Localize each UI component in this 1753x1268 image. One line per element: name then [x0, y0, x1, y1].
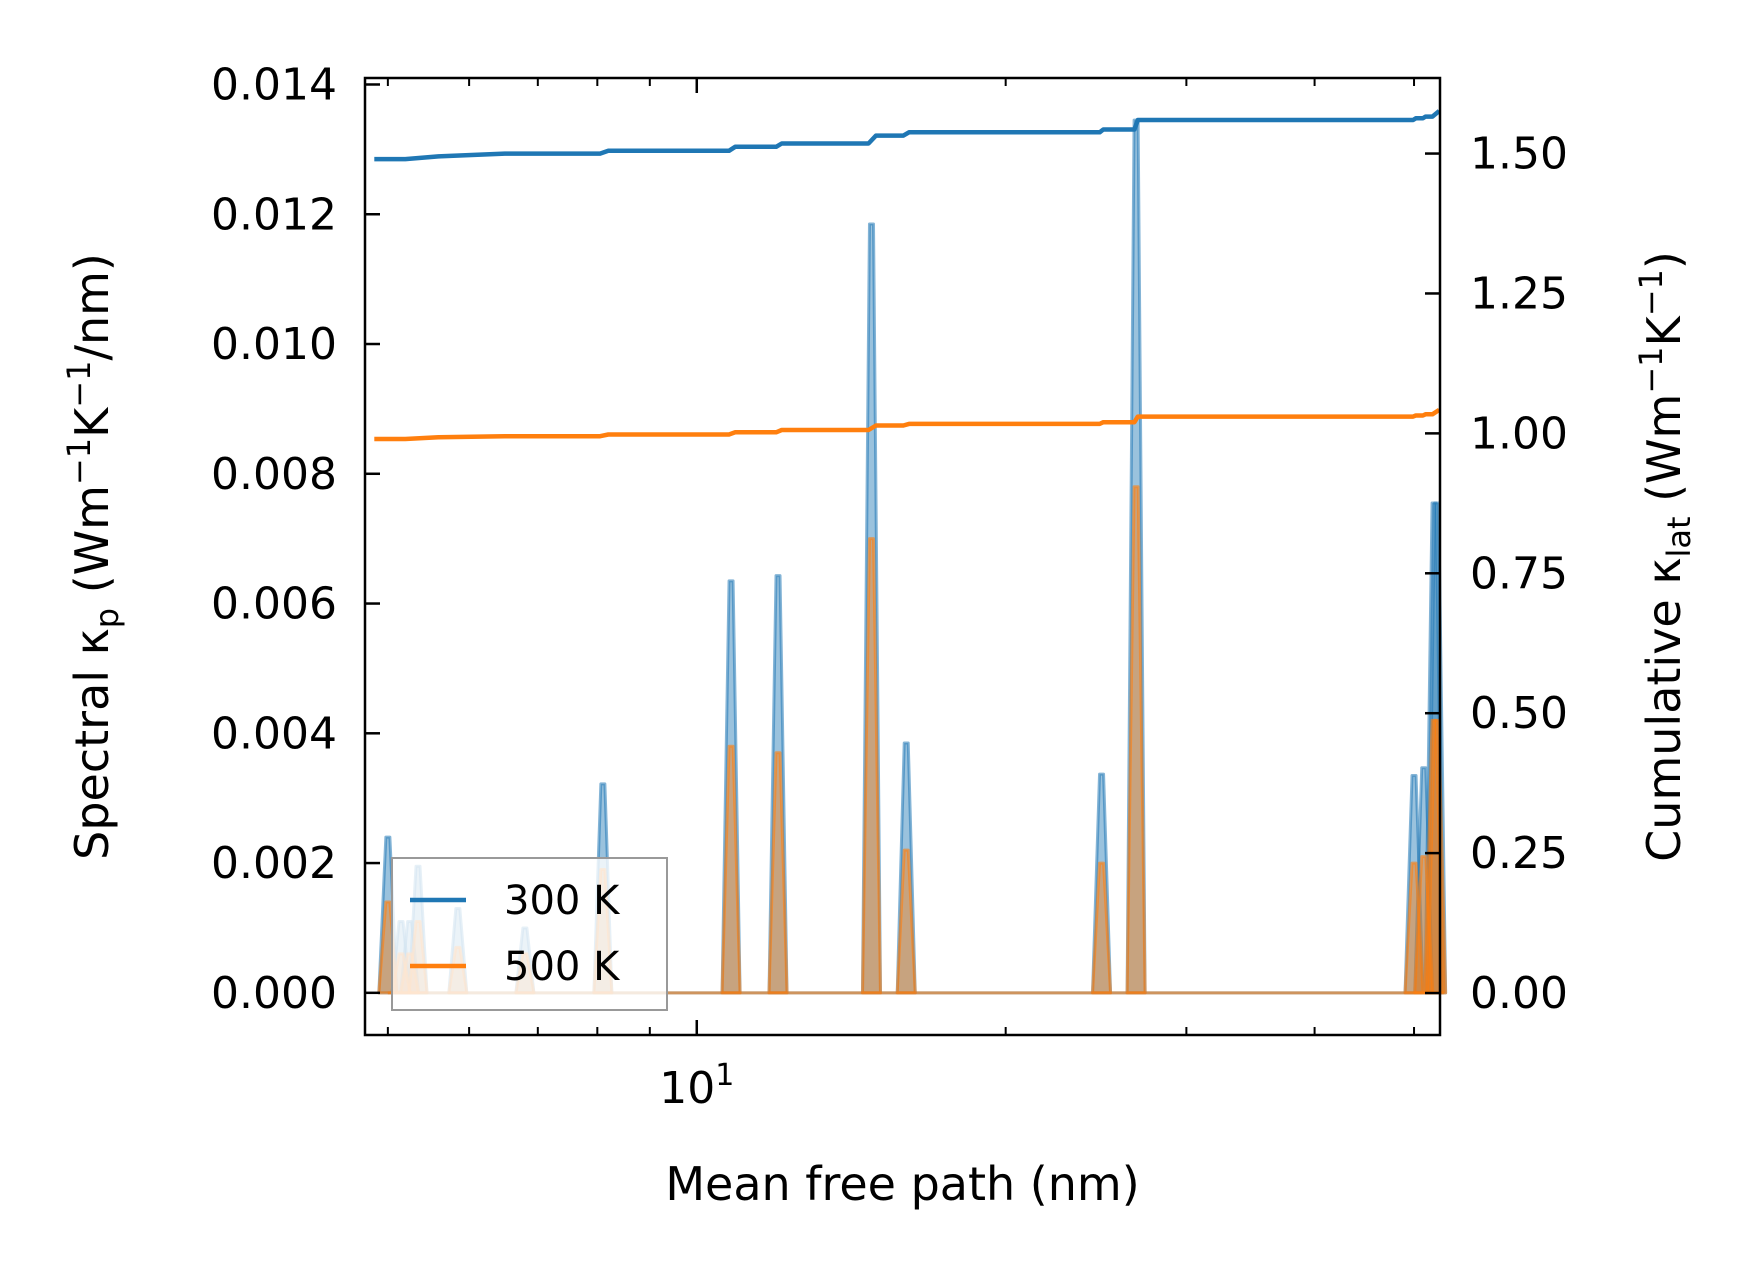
left-tick-label-6: 0.012	[211, 189, 337, 240]
right-tick-label-4: 1.00	[1470, 408, 1568, 459]
right-tick-label-5: 1.25	[1470, 268, 1568, 319]
axis-ticks-group	[365, 78, 1440, 1035]
right-tick-label-0: 0.00	[1470, 968, 1568, 1019]
x-tick-label-0: 101	[659, 1058, 734, 1114]
axis-titles-group: Mean free path (nm) Spectral κp (Wm−1K−1/…	[60, 251, 1698, 1211]
left-tick-label-0: 0.000	[211, 968, 337, 1019]
left-tick-label-4: 0.008	[211, 449, 337, 500]
cumulative-line-500k	[374, 408, 1441, 442]
tick-labels-group: 0.000 0.002 0.004 0.006 0.008 0.010 0.012 0.014…	[211, 59, 1568, 1114]
right-axis-title: Cumulative κlat (Wm−1K−1)	[1632, 251, 1698, 862]
legend-box	[391, 857, 668, 1011]
left-tick-label-7: 0.014	[211, 59, 337, 110]
plot-frame	[363, 76, 1442, 1037]
left-tick-label-1: 0.002	[211, 838, 337, 889]
right-tick-label-3: 0.75	[1470, 548, 1568, 599]
left-tick-label-5: 0.010	[211, 319, 337, 370]
left-tick-label-3: 0.006	[211, 579, 337, 630]
cumulative-lines-group	[374, 109, 1441, 442]
legend: 300 K 500 K	[391, 857, 668, 1011]
right-tick-label-2: 0.50	[1470, 688, 1568, 739]
x-axis-title: Mean free path (nm)	[665, 1157, 1139, 1211]
right-tick-label-1: 0.25	[1470, 828, 1568, 879]
legend-label-1: 500 K	[504, 944, 621, 990]
right-tick-label-6: 1.50	[1470, 129, 1568, 180]
legend-label-0: 300 K	[504, 878, 621, 924]
cumulative-line-300k	[374, 109, 1441, 162]
left-axis-title: Spectral κp (Wm−1K−1/nm)	[60, 253, 126, 860]
left-tick-label-2: 0.004	[211, 708, 337, 759]
